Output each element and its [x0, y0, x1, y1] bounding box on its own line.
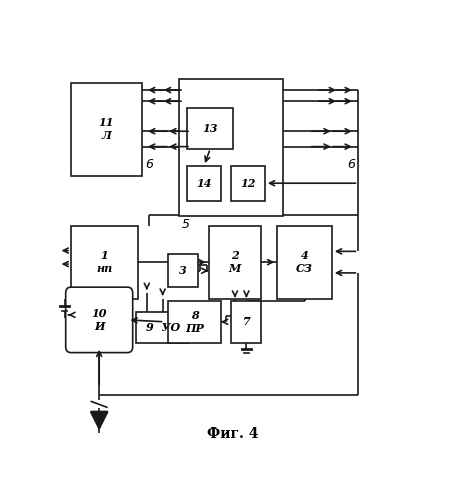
Text: Фиг. 4: Фиг. 4: [207, 427, 259, 441]
Bar: [277, 226, 332, 298]
Bar: [187, 108, 233, 148]
Text: 10
И: 10 И: [91, 308, 107, 332]
Text: 9  УО: 9 УО: [146, 322, 180, 333]
Bar: [71, 83, 142, 176]
Bar: [168, 300, 221, 343]
Text: 1
нп: 1 нп: [96, 250, 112, 274]
Bar: [168, 254, 198, 287]
Bar: [71, 226, 138, 298]
Text: 2
М: 2 М: [229, 250, 241, 274]
Text: 5: 5: [182, 218, 190, 231]
Text: 7: 7: [243, 316, 250, 328]
Text: 3: 3: [179, 266, 187, 276]
Bar: [187, 166, 221, 200]
Bar: [208, 226, 261, 298]
Bar: [232, 166, 265, 200]
Text: 6: 6: [145, 158, 153, 171]
Text: 13: 13: [202, 123, 218, 134]
Bar: [232, 300, 261, 343]
Text: 8
ПР: 8 ПР: [185, 310, 204, 334]
Text: 14: 14: [197, 178, 212, 188]
Text: 11
Л: 11 Л: [98, 118, 114, 141]
Text: 4
СЗ: 4 СЗ: [296, 250, 313, 274]
Bar: [178, 79, 283, 216]
Bar: [136, 312, 189, 343]
FancyBboxPatch shape: [66, 287, 133, 352]
Text: 6: 6: [347, 158, 355, 171]
Text: 12: 12: [240, 178, 256, 188]
